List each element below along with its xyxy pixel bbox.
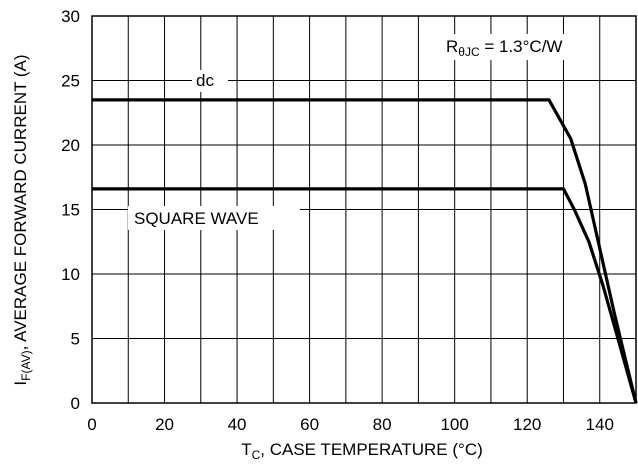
x-tick-label: 100 <box>440 415 468 434</box>
plot-frame <box>91 15 637 404</box>
x-tick-label: 140 <box>586 415 614 434</box>
series-label-square-wave: SQUARE WAVE <box>134 209 259 228</box>
y-tick-label: 15 <box>61 201 80 220</box>
x-tick-label: 20 <box>155 415 174 434</box>
y-tick-label: 20 <box>61 136 80 155</box>
y-tick-label: 25 <box>61 72 80 91</box>
x-tick-labels: 0 20 40 60 80 100 120 140 <box>87 415 614 434</box>
y-tick-label: 0 <box>71 394 80 413</box>
series-line-square-wave <box>92 187 638 404</box>
x-tick-label: 40 <box>228 415 247 434</box>
x-tick-label: 60 <box>300 415 319 434</box>
thermal-resistance-annotation: RθJC = 1.3°C/W <box>446 37 562 59</box>
y-tick-labels: 0 5 10 15 20 25 30 <box>61 7 80 413</box>
y-tick-label: 30 <box>61 7 80 26</box>
series-lines <box>92 98 638 404</box>
series-label-dc: dc <box>196 71 214 90</box>
y-tick-label: 10 <box>61 265 80 284</box>
x-tick-label: 0 <box>87 415 96 434</box>
x-tick-label: 80 <box>373 415 392 434</box>
annotation-bg <box>440 34 598 60</box>
x-tick-label: 120 <box>513 415 541 434</box>
series-line-dc <box>92 98 638 404</box>
y-axis-title: IF(AV), AVERAGE FORWARD CURRENT (A) <box>11 54 33 385</box>
dc-label-bg <box>192 70 228 92</box>
x-axis-title: TC, CASE TEMPERATURE (°C) <box>241 440 483 462</box>
square-wave-label-bg <box>128 206 300 230</box>
y-tick-label: 5 <box>71 330 80 349</box>
